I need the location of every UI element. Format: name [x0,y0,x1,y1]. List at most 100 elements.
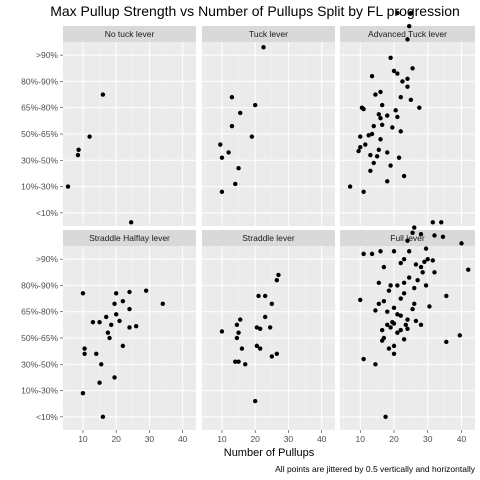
data-point [369,131,375,137]
y-tick-label: <10% [36,412,58,422]
data-point [236,330,241,335]
data-point [413,262,419,267]
facet-title: Advanced Tuck lever [368,29,447,39]
facet-panel: No tuck lever [63,26,196,226]
data-point [425,256,430,262]
facet-strip [63,230,196,246]
data-point [401,291,407,296]
data-point [238,110,243,116]
data-point [356,148,361,154]
data-point [405,326,410,331]
facet-panel: Straddle Halflay lever [63,220,196,430]
data-point [234,322,240,328]
data-point [391,351,397,356]
data-point [401,280,407,285]
data-point [405,76,410,82]
y-tick-label: 10%-30% [21,182,58,192]
data-point [267,325,273,330]
data-point [229,123,235,129]
y-tick-label: <10% [36,208,58,218]
data-point [361,189,366,195]
data-point [401,173,407,179]
data-point [376,280,382,285]
data-point [274,277,280,283]
data-point [262,293,268,299]
y-tick-label: 30%-50% [21,155,58,165]
data-point [104,314,109,320]
data-point [398,313,403,318]
data-point [347,184,353,189]
data-point [112,301,117,307]
data-point [385,179,390,184]
data-point [257,346,263,351]
x-tick-label: 10 [217,434,227,444]
data-point [219,189,225,195]
data-point [236,359,241,364]
data-point [415,277,420,283]
data-point [385,309,390,314]
facet-title: Straddle lever [242,233,295,243]
data-point [105,330,111,335]
data-point [249,134,255,139]
data-point [276,272,281,278]
data-point [432,233,437,238]
data-point [390,125,395,130]
data-point [427,304,432,309]
data-point [366,133,371,138]
data-point [256,293,261,299]
data-point [94,351,99,356]
data-point [430,258,436,263]
data-point [82,351,87,356]
data-point [269,301,275,307]
data-point [80,391,86,396]
y-tick-label: 50%-65% [21,129,58,139]
data-point [410,66,415,71]
data-point [226,150,231,155]
data-point [381,264,387,270]
facet-strip [63,26,196,42]
facet-title: Full lever [390,233,425,243]
data-point [120,343,126,349]
data-point [459,241,464,246]
data-point [405,238,410,243]
x-axis-title: Number of Pullups [224,447,315,459]
data-point [75,152,81,158]
data-point [238,317,243,322]
data-point [112,375,117,380]
y-tick-label: >90% [36,254,58,264]
data-point [128,220,134,225]
chart-title: Max Pullup Strength vs Number of Pullups… [50,3,460,19]
data-point [379,338,385,343]
data-point [385,113,390,118]
x-tick-label: 10 [78,434,88,444]
data-point [412,285,417,291]
y-tick-label: 30%-50% [21,359,58,369]
data-point [391,68,397,74]
y-tick-label: 80%-90% [21,76,58,86]
facet-strip [340,26,475,42]
data-point [376,147,382,152]
data-point [376,301,382,307]
data-point [439,220,444,225]
data-point [100,414,106,420]
data-point [369,73,375,79]
data-point [358,144,363,150]
data-point [395,10,400,16]
data-point [395,114,400,120]
data-point [160,301,165,307]
data-point [358,297,363,303]
data-point [406,24,412,29]
facet-title: Straddle Halflay lever [89,233,170,243]
data-point [408,97,414,103]
data-point [97,380,102,385]
facet-panels: No tuck lever Tuck lever Advanced Tuck lev… [63,10,475,430]
data-point [253,102,258,108]
data-point [229,95,235,100]
x-tick-label: 20 [389,434,399,444]
x-tick-label: 40 [457,434,467,444]
data-point [406,249,412,254]
facet-title: No tuck lever [105,29,155,39]
data-point [408,10,414,16]
facet-panel: Straddle lever [202,230,335,430]
y-tick-label: 80%-90% [21,280,58,290]
